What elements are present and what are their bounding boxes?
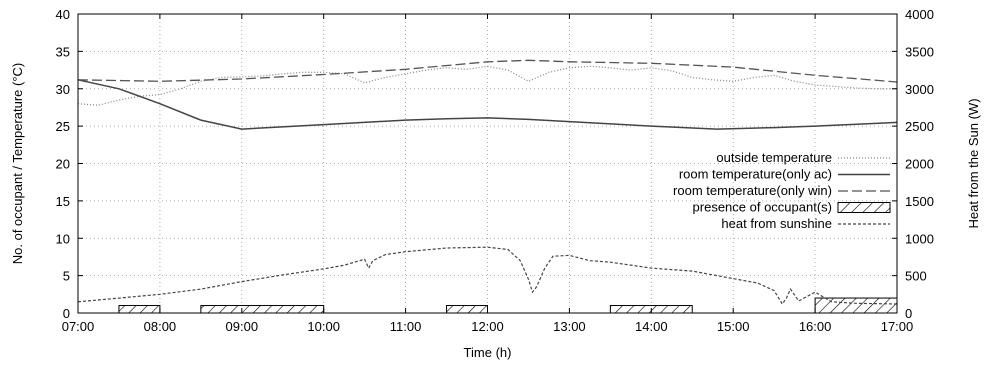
x-tick-label: 14:00 [635, 319, 668, 334]
occupancy-bar [200, 305, 325, 314]
legend: outside temperature room temperature(only… [673, 150, 891, 231]
y-tick-label-left: 40 [56, 7, 70, 22]
grid [78, 14, 897, 313]
y-tick-label-left: 15 [56, 194, 70, 209]
y-tick-label-right: 3000 [905, 82, 934, 97]
y-tick-label-left: 30 [56, 82, 70, 97]
series-line-0 [77, 65, 897, 106]
x-axis-label: Time (h) [464, 345, 512, 360]
occupancy-bars [118, 297, 898, 314]
y-axis-label-right: Heat from the Sun (W) [966, 98, 981, 228]
legend-label: presence of occupant(s) [693, 200, 832, 215]
y-tick-label-left: 25 [56, 119, 70, 134]
occupancy-bar [118, 305, 161, 314]
y-tick-label-right: 2000 [905, 157, 934, 172]
y-tick-label-left: 35 [56, 44, 70, 59]
legend-label: outside temperature [716, 150, 832, 165]
y-tick-label-left: 10 [56, 231, 70, 246]
x-tick-label: 16:00 [799, 319, 832, 334]
legend-swatch [837, 202, 891, 213]
y-tick-label-left: 0 [63, 306, 70, 321]
x-tick-label: 11:00 [390, 319, 422, 334]
y-axis-label-left: No. of occupant / Temperature (°C) [10, 63, 25, 265]
x-tick-label: 12:00 [471, 319, 504, 334]
y-tick-label-right: 2500 [905, 119, 934, 134]
legend-label: room temperature(only win) [673, 183, 832, 198]
ticks: 07:00 08:00 09:00 10:00 11:00 12:00 13:00 14:00… [56, 7, 934, 334]
y-tick-label-right: 4000 [905, 7, 934, 22]
y-tick-label-right: 500 [905, 269, 927, 284]
x-tick-label: 10:00 [307, 319, 340, 334]
x-tick-label: 13:00 [553, 319, 586, 334]
x-tick-label: 07:00 [62, 319, 95, 334]
y-tick-label-left: 5 [63, 269, 70, 284]
x-tick-label: 17:00 [881, 319, 914, 334]
legend-label: room temperature(only ac) [679, 167, 832, 182]
x-tick-label: 08:00 [144, 319, 177, 334]
y-tick-label-left: 20 [56, 157, 70, 172]
occupancy-bar [446, 305, 488, 314]
x-tick-label: 15:00 [717, 319, 750, 334]
y-tick-label-right: 1000 [905, 231, 934, 246]
y-tick-label-right: 3500 [905, 44, 934, 59]
y-tick-label-right: 0 [905, 306, 912, 321]
series-line-3 [77, 246, 898, 306]
legend-label: heat from sunshine [721, 216, 832, 231]
series-line-1 [77, 79, 898, 130]
x-tick-label: 09:00 [226, 319, 259, 334]
series-lines [77, 59, 898, 306]
occupancy-bar [814, 297, 898, 314]
y-tick-label-right: 1500 [905, 194, 934, 209]
